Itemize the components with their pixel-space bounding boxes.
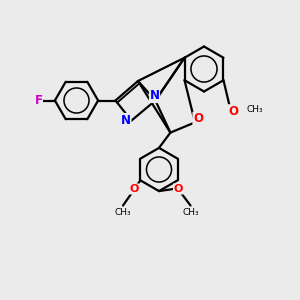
Text: O: O: [228, 105, 238, 118]
Text: N: N: [149, 89, 160, 103]
Text: O: O: [193, 112, 203, 125]
Text: CH₃: CH₃: [247, 105, 263, 114]
Text: O: O: [173, 184, 183, 194]
Text: F: F: [34, 94, 42, 107]
Text: N: N: [121, 113, 131, 127]
Text: CH₃: CH₃: [115, 208, 131, 217]
Text: O: O: [130, 184, 139, 194]
Text: CH₃: CH₃: [182, 208, 199, 217]
